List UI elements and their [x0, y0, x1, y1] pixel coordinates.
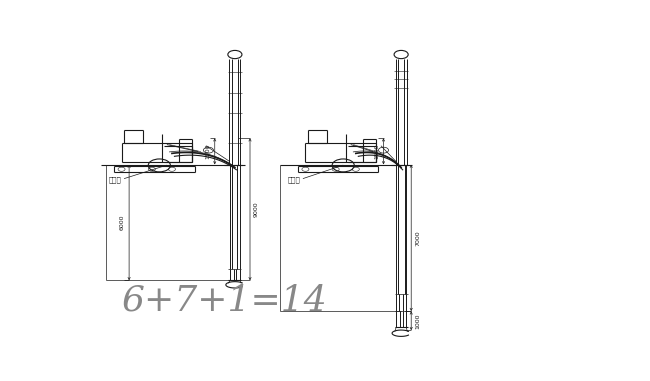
Text: 地平面: 地平面	[109, 176, 122, 182]
Text: 1500: 1500	[374, 144, 380, 159]
Text: 1000: 1000	[415, 313, 421, 328]
Text: 1500: 1500	[205, 144, 211, 159]
Text: 7000: 7000	[415, 230, 421, 246]
Text: 6000: 6000	[120, 215, 125, 230]
Text: 地平面: 地平面	[288, 176, 300, 182]
Text: 9000: 9000	[254, 202, 259, 217]
Text: 6+7+1=14: 6+7+1=14	[122, 284, 328, 318]
